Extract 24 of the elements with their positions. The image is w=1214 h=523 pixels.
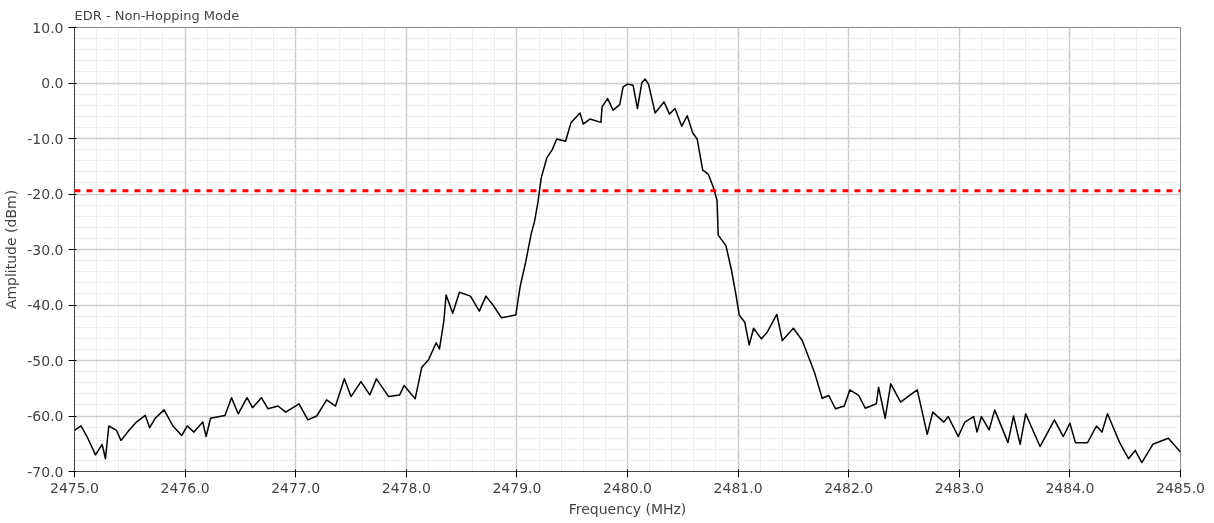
x-tick-label: 2475.0: [50, 479, 100, 496]
y-tick-label: -40.0: [27, 297, 64, 313]
x-tick-label: 2479.0: [492, 479, 542, 496]
y-tick-label: 10.0: [32, 19, 64, 36]
y-tick-label: -70.0: [27, 463, 64, 480]
y-tick-label: -30.0: [27, 241, 64, 258]
x-tick-label: 2482.0: [824, 479, 874, 496]
y-tick-label: -20.0: [27, 186, 64, 202]
x-tick-label: 2478.0: [381, 479, 431, 496]
y-tick-label: -50.0: [27, 352, 64, 369]
chart-title: EDR - Non-Hopping Mode: [74, 7, 240, 23]
x-tick-label: 2476.0: [160, 479, 210, 496]
x-tick-label: 2483.0: [934, 479, 984, 496]
x-tick-label: 2477.0: [271, 479, 321, 496]
y-tick-label: 0.0: [41, 75, 64, 91]
x-tick-label: 2485.0: [1156, 479, 1206, 496]
x-axis-title: Frequency (MHz): [568, 500, 687, 517]
line-series: [74, 78, 1181, 464]
y-tick-label: -10.0: [27, 130, 64, 147]
y-axis-title: Amplitude (dBm): [3, 189, 20, 310]
x-tick-label: 2480.0: [603, 479, 653, 496]
x-tick-label: 2481.0: [713, 479, 763, 496]
y-tick-label: -60.0: [27, 408, 64, 424]
x-tick-label: 2484.0: [1045, 479, 1095, 496]
